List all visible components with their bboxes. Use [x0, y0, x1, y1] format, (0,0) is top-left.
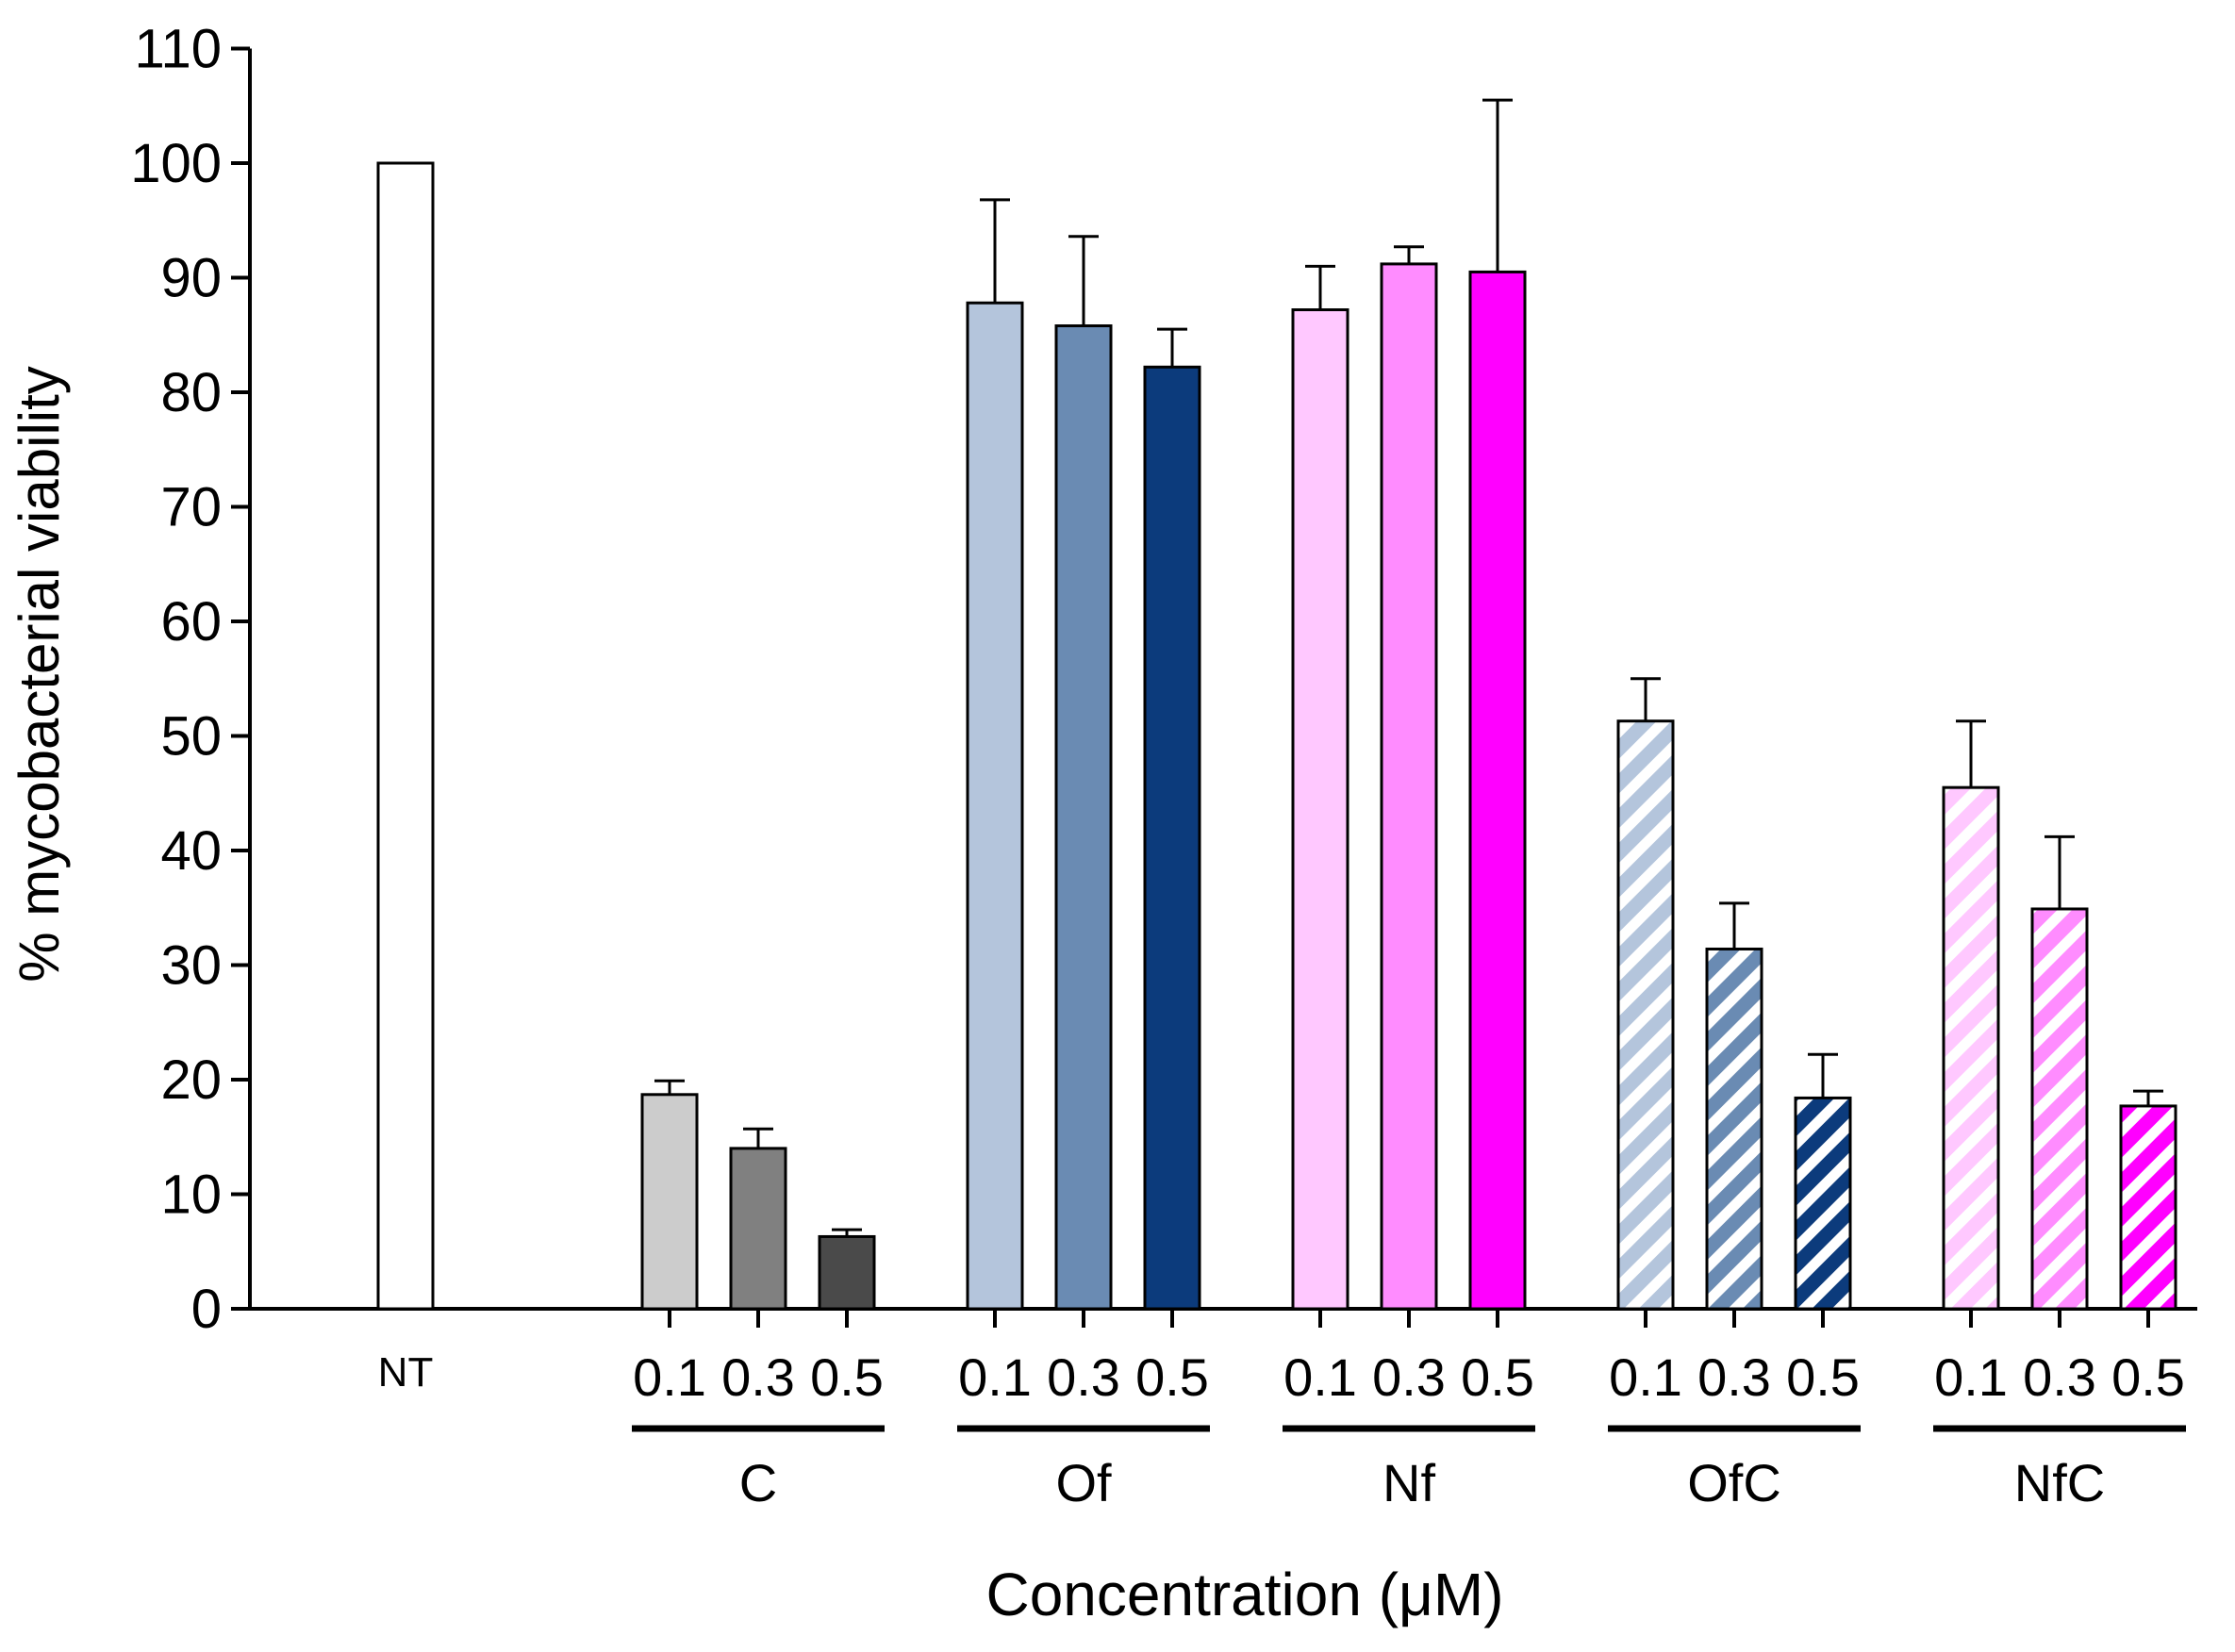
x-tick-label: 0.1: [958, 1347, 1032, 1407]
y-axis: 0 10 20 30 40 50 60 70 80 90 100 110: [130, 19, 252, 1340]
x-tick-label: NT: [378, 1349, 434, 1396]
group-label: C: [739, 1453, 777, 1512]
bar: [1942, 785, 2000, 1311]
y-tick-label: 10: [160, 1165, 222, 1226]
x-tick-label: 0.5: [1135, 1347, 1209, 1407]
x-tick-label: 0.1: [1283, 1347, 1357, 1407]
group-label: OfC: [1687, 1453, 1781, 1512]
bar: [1291, 308, 1349, 1311]
x-tick-label: 0.1: [1609, 1347, 1682, 1407]
bar: [1794, 1096, 1852, 1311]
x-tick-label: 0.5: [1786, 1347, 1860, 1407]
bar: [729, 1147, 787, 1311]
x-tick-label: 0.1: [1934, 1347, 2008, 1407]
bar: [1054, 324, 1113, 1311]
bar: [376, 161, 435, 1311]
y-tick-label: 30: [160, 935, 222, 997]
group-label: Nf: [1382, 1453, 1435, 1512]
bar-series: [376, 98, 2177, 1311]
group-labels: C Of Nf OfC NfC: [632, 1425, 2186, 1512]
y-tick-label: 110: [135, 19, 222, 80]
bar: [818, 1234, 876, 1311]
y-axis-label: % mycobacterial viability: [8, 366, 71, 983]
bar: [1616, 719, 1675, 1311]
x-axis-label: Concentration (μM): [985, 1561, 1503, 1628]
y-tick-label: 70: [160, 477, 222, 538]
bar: [1143, 365, 1201, 1311]
bar: [640, 1093, 699, 1311]
x-tick-label: 0.3: [1697, 1347, 1771, 1407]
bar: [1380, 262, 1438, 1311]
y-tick-label: 0: [191, 1279, 222, 1340]
x-tick-label: 0.3: [2023, 1347, 2096, 1407]
y-tick-label: 100: [130, 133, 222, 194]
bar: [966, 301, 1024, 1311]
y-tick-label: 60: [160, 591, 222, 653]
y-tick-label: 90: [160, 248, 222, 309]
x-tick-label: 0.3: [1047, 1347, 1120, 1407]
group-label: Of: [1055, 1453, 1112, 1512]
x-tick-label: 0.1: [633, 1347, 706, 1407]
bar: [1468, 270, 1527, 1311]
group-label: NfC: [2014, 1453, 2105, 1512]
x-tick-label: 0.3: [1372, 1347, 1446, 1407]
y-tick-label: 50: [160, 706, 222, 768]
y-tick-label: 80: [160, 362, 222, 423]
bar: [2030, 907, 2089, 1311]
x-tick-label: 0.3: [721, 1347, 795, 1407]
x-tick-label: 0.5: [2111, 1347, 2185, 1407]
x-axis: NT 0.1 0.3 0.5 0.1 0.3 0.5 0.1 0.3 0.5 0.1 0.3 0.5 0.…: [250, 1307, 2197, 1407]
bar: [2119, 1104, 2177, 1311]
x-tick-label: 0.5: [1461, 1347, 1534, 1407]
bar: [1705, 947, 1763, 1311]
x-tick-label: 0.5: [810, 1347, 884, 1407]
y-tick-label: 20: [160, 1049, 222, 1111]
y-tick-label: 40: [160, 820, 222, 882]
